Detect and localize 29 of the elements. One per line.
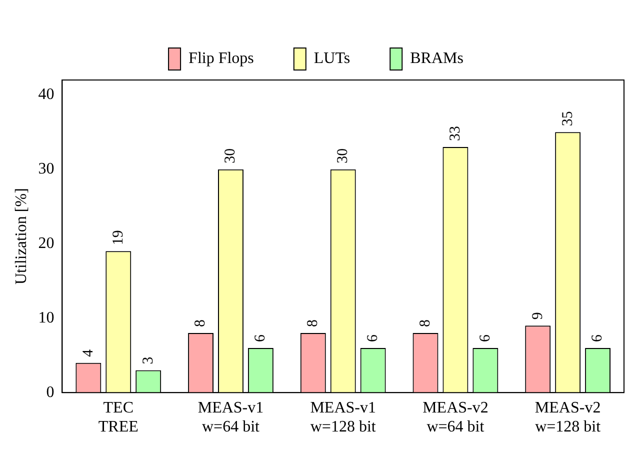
data-label: 8: [305, 320, 322, 328]
data-label: 35: [560, 111, 576, 126]
y-tick-label: 40: [38, 86, 54, 104]
data-label: 8: [417, 320, 434, 328]
data-label: 6: [477, 334, 494, 342]
data-label: 19: [110, 230, 126, 246]
x-tick-label: TEC TREE: [98, 399, 138, 436]
y-tick-label: 20: [38, 234, 54, 252]
data-label: 6: [365, 334, 381, 342]
x-tick-label: MEAS-v2 w=128 bit: [534, 399, 602, 436]
data-label: 30: [335, 148, 352, 164]
data-label: 6: [252, 334, 269, 342]
x-tick-label: MEAS-v1 w=128 bit: [310, 399, 376, 436]
x-tick-label: MEAS-v2 w=64 bit: [422, 399, 488, 436]
data-label: 30: [222, 148, 239, 164]
data-label: 4: [80, 348, 96, 357]
legend-label: Flip Flops: [188, 50, 254, 68]
legend-label: LUTs: [314, 50, 350, 68]
data-label: 3: [140, 356, 156, 364]
legend-label: BRAMs: [410, 50, 464, 68]
data-label: 8: [192, 320, 209, 328]
y-tick-label: 0: [46, 384, 54, 401]
data-label: 6: [590, 334, 606, 342]
data-label: 33: [447, 126, 464, 141]
data-label: 9: [530, 312, 546, 320]
x-tick-label: MEAS-v1 w=64 bit: [198, 399, 264, 436]
y-tick-label: 30: [38, 160, 54, 178]
y-tick-label: 10: [38, 309, 54, 326]
y-axis-title: Utilization [%]: [12, 188, 30, 285]
